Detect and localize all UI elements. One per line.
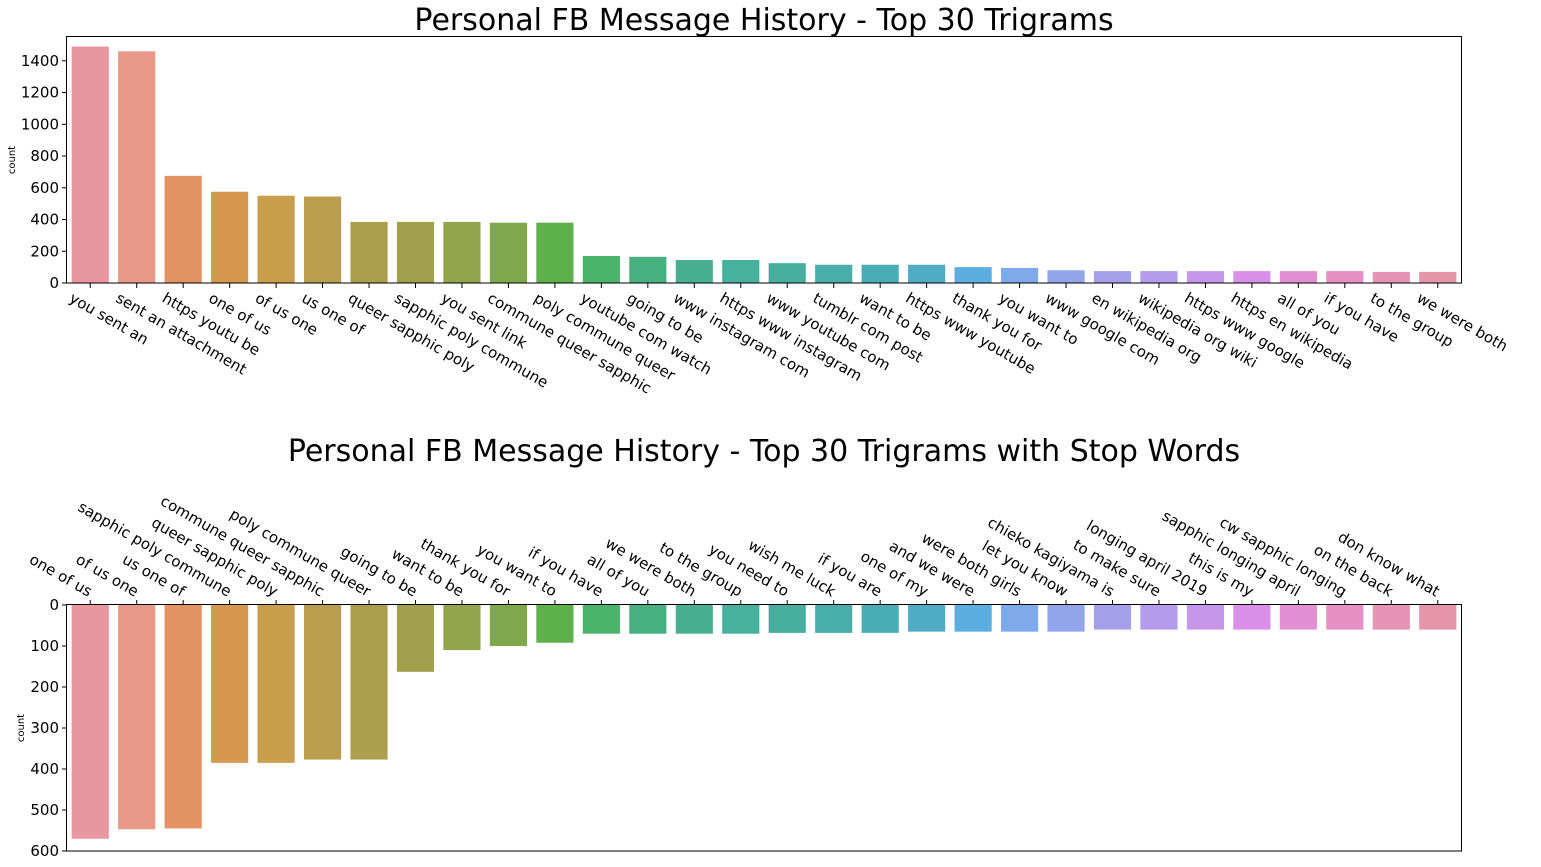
chart-top-bar xyxy=(675,259,713,283)
chart-bottom-bar xyxy=(118,605,156,830)
chart-top-bar xyxy=(489,222,528,283)
chart-bottom-bar xyxy=(536,605,574,643)
chart-bottom-bar xyxy=(675,605,713,634)
chart-top-bar xyxy=(257,195,295,283)
chart-bottom-bar xyxy=(303,605,342,760)
chart-top-bar xyxy=(815,264,853,283)
chart-top-y-tick-label: 1200 xyxy=(21,84,59,102)
chart-top-bar xyxy=(768,263,806,283)
chart-bottom-y-tick-label: 600 xyxy=(30,842,59,860)
chart-bottom-y-tick-label: 0 xyxy=(49,596,59,614)
chart-top-y-tick-label: 0 xyxy=(49,274,59,292)
chart-top-bar xyxy=(861,264,899,283)
chart-bottom-frame xyxy=(66,604,1462,852)
chart-bottom-bar xyxy=(1047,605,1085,632)
chart-top-y-tick-label: 600 xyxy=(30,179,59,197)
chart-bottom-y-tick-label: 100 xyxy=(30,637,59,655)
chart-bottom-y-ticks: 0 100 200 300 400 500 600 xyxy=(30,596,67,860)
chart-bottom-bar xyxy=(582,605,620,634)
chart-top-bar xyxy=(71,46,109,283)
chart-top-bar xyxy=(954,267,992,283)
chart-bottom-bar xyxy=(1279,605,1317,630)
chart-bottom-bar xyxy=(768,605,806,633)
chart-top-bars xyxy=(71,46,1457,283)
chart-bottom-bar xyxy=(1372,605,1410,630)
chart-bottom-y-tick-label: 200 xyxy=(30,678,59,696)
chart-bottom-bar xyxy=(1000,605,1039,632)
chart-bottom-bar xyxy=(1233,605,1271,630)
chart-top-bar xyxy=(1372,271,1410,283)
chart-top-bar xyxy=(1093,271,1132,283)
chart-bottom-bar xyxy=(815,605,853,633)
chart-top-y-label: count xyxy=(7,146,18,174)
chart-top-y-tick-label: 400 xyxy=(30,211,59,229)
chart-bottom-bar xyxy=(954,605,992,632)
chart-top-bar xyxy=(536,222,574,283)
chart-top-bar xyxy=(303,196,342,283)
chart-bottom-bar xyxy=(257,605,295,763)
chart-bottom-bar xyxy=(211,605,249,763)
chart-top-y-tick-label: 200 xyxy=(30,242,59,260)
chart-bottom-title: Personal FB Message History - Top 30 Tri… xyxy=(288,434,1240,469)
chart-bottom-y-tick-label: 400 xyxy=(30,760,59,778)
chart-top-bar xyxy=(582,256,620,283)
chart-bottom-bar xyxy=(1419,605,1457,630)
chart-bottom-bar xyxy=(350,605,388,760)
chart-bottom-bar xyxy=(1326,605,1364,630)
chart-top-bar xyxy=(722,259,760,283)
chart-bottom-bars xyxy=(71,605,1457,839)
chart-bottom-bar xyxy=(908,605,946,632)
chart-top-y-ticks: 0 200 400 600 800 1000 1200 1400 xyxy=(21,52,67,292)
chart-bottom-bar xyxy=(443,605,481,651)
chart-top-bar xyxy=(1047,270,1085,283)
chart-bottom-bar xyxy=(1186,605,1225,630)
chart-top-y-tick-label: 1400 xyxy=(21,52,59,70)
chart-top-bar xyxy=(629,256,667,283)
chart-top-bar xyxy=(350,221,388,283)
chart-bottom-bar xyxy=(396,605,435,672)
chart-top-bar xyxy=(443,221,481,283)
chart-bottom-y-tick-label: 300 xyxy=(30,719,59,737)
chart-top-bar xyxy=(908,264,946,283)
chart-top-bar xyxy=(1279,271,1317,283)
chart-top-bar xyxy=(1419,271,1457,283)
chart-bottom-bar xyxy=(489,605,528,646)
chart-bottom: Personal FB Message History - Top 30 Tri… xyxy=(16,434,1462,860)
chart-top-bar xyxy=(211,191,249,283)
chart-top-bar xyxy=(1186,271,1225,283)
chart-top: Personal FB Message History - Top 30 Tri… xyxy=(7,3,1511,397)
chart-bottom-bar xyxy=(722,605,760,634)
chart-bottom-bar xyxy=(629,605,667,634)
chart-top-y-tick-label: 800 xyxy=(30,147,59,165)
chart-top-bar xyxy=(118,51,156,283)
chart-bottom-y-tick-label: 500 xyxy=(30,801,59,819)
chart-bottom-bar xyxy=(164,605,202,829)
chart-bottom-y-label: count xyxy=(16,714,27,742)
chart-bottom-bar xyxy=(861,605,899,633)
chart-top-bar xyxy=(1233,271,1271,283)
chart-top-bar xyxy=(164,175,202,283)
chart-bottom-bar xyxy=(1140,605,1178,630)
chart-top-frame xyxy=(66,36,1462,284)
chart-top-bar xyxy=(1000,267,1039,283)
chart-top-bar xyxy=(1140,271,1178,283)
chart-top-title: Personal FB Message History - Top 30 Tri… xyxy=(414,3,1113,38)
chart-bottom-bar xyxy=(1093,605,1132,630)
chart-top-bar xyxy=(396,221,435,283)
chart-top-bar xyxy=(1326,271,1364,283)
chart-top-y-tick-label: 1000 xyxy=(21,115,59,133)
chart-bottom-bar xyxy=(71,605,109,839)
